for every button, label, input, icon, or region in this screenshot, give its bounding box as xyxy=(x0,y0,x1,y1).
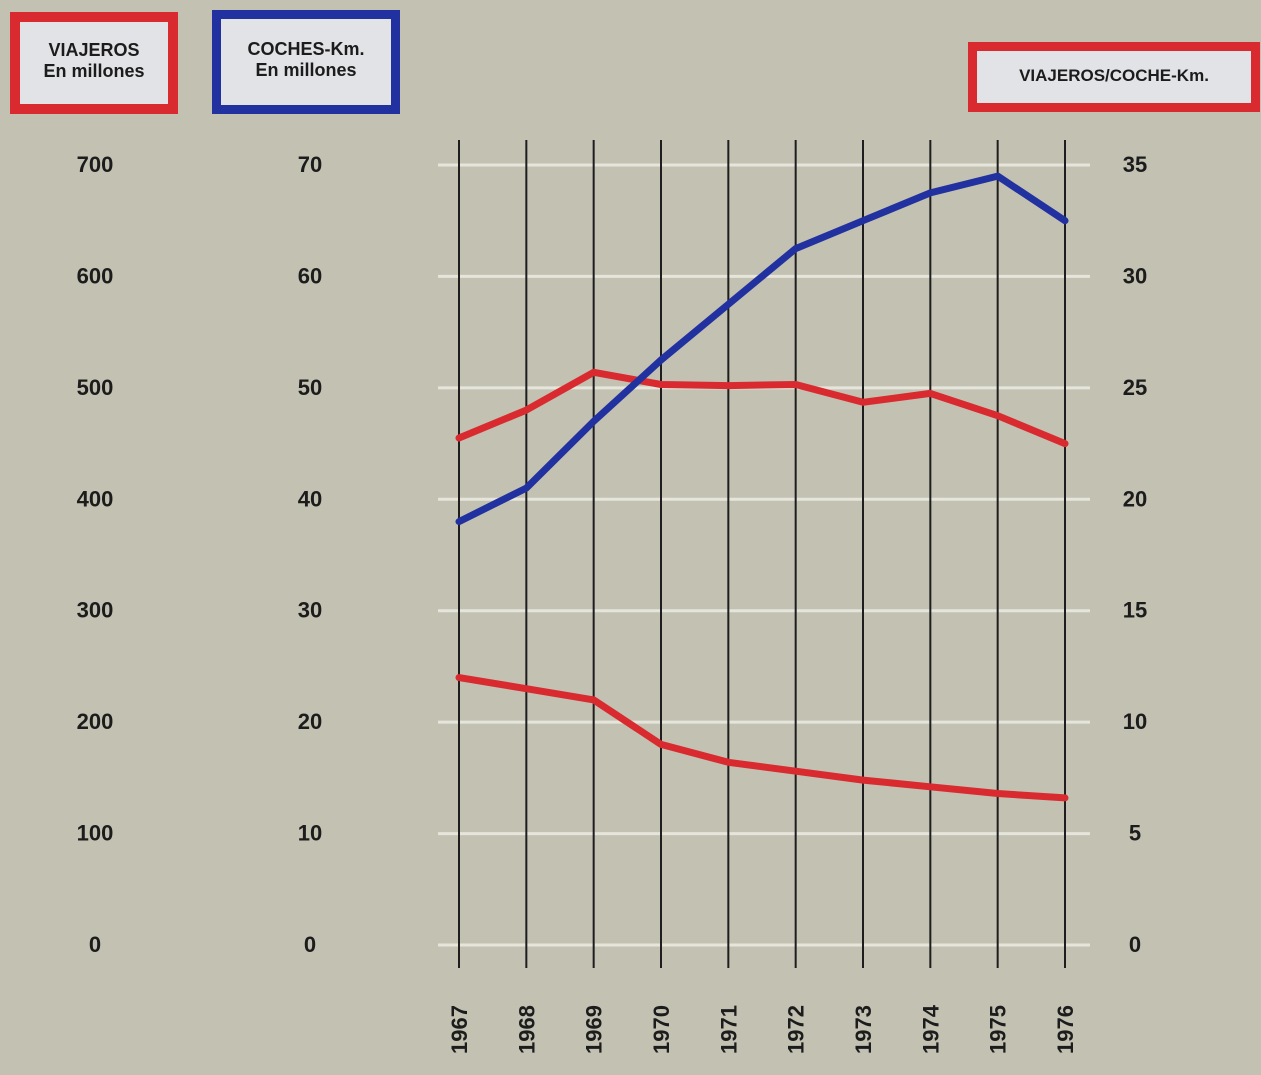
tick-label: 500 xyxy=(77,375,114,400)
x-tick-label: 1973 xyxy=(851,1005,876,1054)
tick-label: 30 xyxy=(298,598,322,623)
tick-label: 60 xyxy=(298,263,322,288)
tick-label: 200 xyxy=(77,709,114,734)
legend-viajeros-unit: En millones xyxy=(43,61,145,81)
tick-label: 70 xyxy=(298,152,322,177)
legend-viajeros-title: VIAJEROS xyxy=(48,40,140,60)
tick-label: 0 xyxy=(304,932,316,957)
tick-label: 20 xyxy=(1123,486,1147,511)
legend-coches: COCHES-Km. En millones xyxy=(212,10,400,114)
tick-label: 5 xyxy=(1129,821,1141,846)
tick-label: 10 xyxy=(1123,709,1147,734)
legend-viajeros: VIAJEROS En millones xyxy=(10,12,178,114)
viajeros-axis: 0 100 200 300 400 500 600 700 xyxy=(77,152,114,957)
year-vertical-lines xyxy=(458,140,1066,968)
tick-label: 0 xyxy=(1129,932,1141,957)
tick-label: 700 xyxy=(77,152,114,177)
series-line-viajeros xyxy=(455,368,1069,448)
x-tick-label: 1972 xyxy=(784,1005,809,1054)
x-tick-label: 1970 xyxy=(649,1005,674,1054)
x-tick-label: 1968 xyxy=(514,1005,539,1054)
x-axis-labels: 1967 1968 1969 1970 1971 1972 1973 1974 1975 1976 xyxy=(447,1004,1078,1054)
horizontal-gridlines xyxy=(438,163,1090,947)
series-lines xyxy=(455,172,1069,802)
tick-label: 15 xyxy=(1123,598,1147,623)
legend-coches-unit: En millones xyxy=(255,60,357,80)
tick-label: 50 xyxy=(298,375,322,400)
x-tick-label: 1976 xyxy=(1053,1005,1078,1054)
legend-ratio: VIAJEROS/COCHE-Km. xyxy=(968,42,1260,112)
x-tick-label: 1975 xyxy=(986,1005,1011,1054)
x-tick-label: 1971 xyxy=(716,1005,741,1054)
tick-label: 25 xyxy=(1123,375,1147,400)
coches-axis: 0 10 20 30 40 50 60 70 xyxy=(298,152,322,957)
ratio-axis: 0 5 10 15 20 25 30 35 xyxy=(1123,152,1147,957)
x-tick-label: 1969 xyxy=(582,1005,607,1054)
legend-ratio-title: VIAJEROS/COCHE-Km. xyxy=(1019,66,1209,85)
series-line-coches xyxy=(455,172,1069,526)
tick-label: 40 xyxy=(298,486,322,511)
x-tick-label: 1974 xyxy=(918,1004,943,1054)
tick-label: 300 xyxy=(77,598,114,623)
tick-label: 0 xyxy=(89,932,101,957)
tick-label: 600 xyxy=(77,263,114,288)
tick-label: 10 xyxy=(298,821,322,846)
tick-label: 100 xyxy=(77,821,114,846)
tick-label: 400 xyxy=(77,486,114,511)
tick-label: 20 xyxy=(298,709,322,734)
series-line-ratio xyxy=(455,674,1069,802)
tick-label: 30 xyxy=(1123,263,1147,288)
x-tick-label: 1967 xyxy=(447,1005,472,1054)
tick-label: 35 xyxy=(1123,152,1147,177)
legend-coches-title: COCHES-Km. xyxy=(247,39,365,59)
